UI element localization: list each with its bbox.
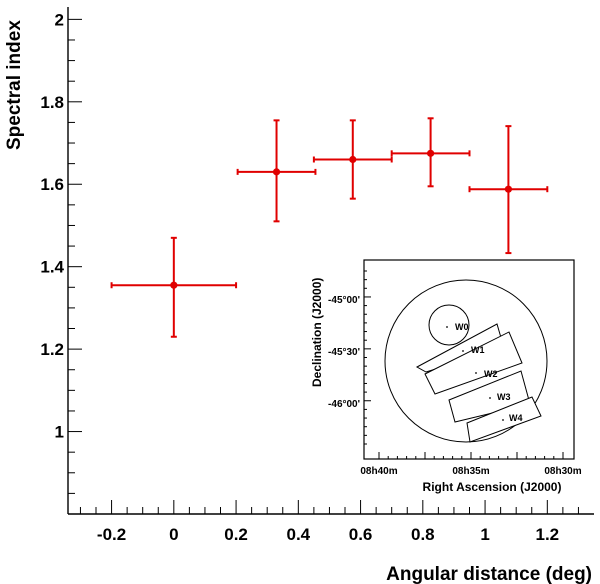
x-tick-label: 0.2 bbox=[224, 525, 248, 544]
y-tick-label: 2 bbox=[55, 10, 64, 29]
w0-center bbox=[446, 326, 448, 328]
inset-y-axis-title: Declination (J2000) bbox=[310, 278, 324, 387]
w1-center bbox=[462, 350, 464, 352]
data-point bbox=[349, 155, 357, 164]
data-point-group bbox=[236, 119, 317, 223]
w1-label: W1 bbox=[471, 345, 485, 355]
x-tick-label: 0.8 bbox=[411, 525, 435, 544]
x-tick-label: 1.2 bbox=[535, 525, 559, 544]
y-tick-label: 1.8 bbox=[40, 93, 64, 112]
inset-y-tick-label: -45°00' bbox=[328, 295, 360, 306]
inset-x-tick-label: 08h30m bbox=[544, 466, 581, 477]
y-axis-title: Spectral index bbox=[4, 20, 25, 150]
w3-center bbox=[489, 397, 491, 399]
x-tick-label: 0.6 bbox=[349, 525, 373, 544]
data-point bbox=[272, 168, 281, 176]
inset-x-axis-title: Right Ascension (J2000) bbox=[423, 480, 562, 494]
w0-label: W0 bbox=[455, 322, 469, 332]
inset-y-tick-label: -46°00' bbox=[328, 399, 360, 410]
data-point bbox=[426, 149, 435, 157]
inset-map: W0 W1 W2 W3 W4 08h40m 08h35m 08h30m -45°… bbox=[310, 259, 582, 494]
w2-region bbox=[424, 331, 523, 395]
x-tick-label: 1 bbox=[480, 525, 489, 544]
w3-label: W3 bbox=[497, 392, 511, 402]
data-point-group bbox=[468, 125, 549, 255]
y-tick-label: 1.6 bbox=[40, 175, 64, 194]
inset-y-tick-label: -45°30' bbox=[328, 347, 360, 358]
data-point-group bbox=[312, 119, 393, 200]
w0-region-circle bbox=[428, 304, 470, 346]
x-axis-title: Angular distance (deg) bbox=[386, 564, 592, 584]
data-point bbox=[504, 185, 513, 193]
data-point-group bbox=[390, 117, 471, 188]
data-point bbox=[170, 281, 178, 289]
w2-label: W2 bbox=[484, 369, 498, 379]
w4-region bbox=[466, 396, 542, 443]
y-tick-label: 1 bbox=[55, 423, 64, 442]
y-tick-label: 1.4 bbox=[40, 258, 64, 277]
outer-region-circle bbox=[384, 279, 548, 443]
y-tick-label: 1.2 bbox=[40, 340, 64, 359]
w4-label: W4 bbox=[509, 413, 523, 423]
x-tick-label: 0 bbox=[169, 525, 178, 544]
w4-center bbox=[502, 419, 504, 421]
inset-x-tick-label: 08h35m bbox=[452, 466, 489, 477]
x-tick-label: 0.4 bbox=[286, 525, 310, 544]
x-tick-label: -0.2 bbox=[97, 525, 126, 544]
data-point-group bbox=[110, 236, 238, 338]
w2-center bbox=[475, 372, 477, 374]
inset-x-tick-label: 08h40m bbox=[360, 466, 397, 477]
